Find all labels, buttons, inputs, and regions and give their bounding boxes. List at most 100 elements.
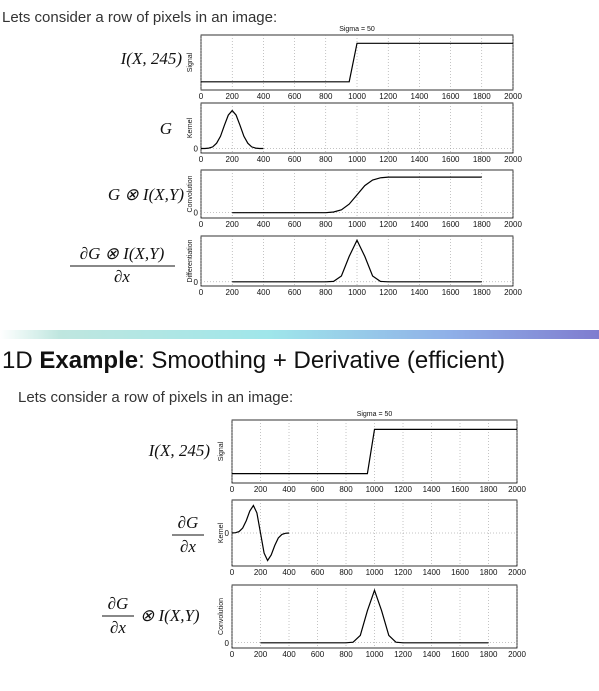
- x-tick-label: 1200: [379, 220, 397, 229]
- x-tick-label: 800: [339, 650, 353, 659]
- y-axis-label: Kernel: [187, 117, 194, 138]
- slide-title: 1D Example: Smoothing + Derivative (effi…: [2, 347, 505, 374]
- x-tick-label: 200: [254, 568, 268, 577]
- x-tick-label: 1400: [423, 485, 441, 494]
- x-tick-label: 400: [282, 650, 296, 659]
- title-part: Example: [39, 347, 138, 374]
- x-tick-label: 1400: [423, 650, 441, 659]
- x-tick-label: 1200: [394, 568, 412, 577]
- y-axis-label: Signal: [218, 441, 225, 461]
- x-tick-label: 1000: [366, 568, 384, 577]
- x-tick-label: 2000: [504, 288, 522, 297]
- math-label: ∂G ⊗ I(X,Y): [80, 244, 165, 263]
- x-tick-label: 600: [311, 568, 325, 577]
- y-tick-label: 0: [194, 144, 199, 153]
- x-tick-label: 600: [288, 155, 302, 164]
- y-tick-label: 0: [225, 529, 230, 538]
- math-label: I(X, 245): [120, 49, 183, 68]
- x-tick-label: 2000: [508, 485, 526, 494]
- x-tick-label: 800: [319, 220, 333, 229]
- x-tick-label: 1000: [348, 155, 366, 164]
- data-line: [201, 42, 513, 83]
- x-tick-label: 400: [282, 568, 296, 577]
- x-tick-label: 1600: [442, 288, 460, 297]
- y-axis-label: Convolution: [218, 598, 225, 635]
- x-tick-label: 400: [257, 220, 271, 229]
- data-line: [232, 238, 482, 283]
- x-tick-label: 400: [257, 288, 271, 297]
- data-line: [232, 428, 517, 475]
- y-tick-label: 0: [225, 639, 230, 648]
- y-axis-label: Convolution: [187, 175, 194, 212]
- x-tick-label: 2000: [508, 568, 526, 577]
- x-tick-label: 2000: [508, 650, 526, 659]
- top-caption: Lets consider a row of pixels in an imag…: [2, 9, 277, 26]
- y-axis-label: Signal: [187, 52, 194, 72]
- x-tick-label: 600: [288, 92, 302, 101]
- y-axis-label: Kernel: [218, 522, 225, 543]
- math-label: ∂x: [114, 267, 130, 286]
- x-tick-label: 600: [311, 650, 325, 659]
- x-tick-label: 1600: [442, 155, 460, 164]
- plot-frame: [231, 584, 518, 649]
- x-tick-label: 1400: [411, 155, 429, 164]
- x-tick-label: 1000: [348, 220, 366, 229]
- y-tick-label: 0: [194, 209, 199, 218]
- x-tick-label: 600: [311, 485, 325, 494]
- divider-stripe: [0, 330, 599, 339]
- caption: Lets consider a row of pixels in an imag…: [18, 389, 293, 406]
- x-tick-label: 1800: [473, 288, 491, 297]
- x-tick-label: 800: [319, 155, 333, 164]
- x-tick-label: 1600: [451, 485, 469, 494]
- x-tick-label: 0: [199, 220, 204, 229]
- data-line: [232, 176, 482, 214]
- x-tick-label: 1000: [348, 288, 366, 297]
- x-tick-label: 600: [288, 288, 302, 297]
- x-tick-label: 1800: [480, 650, 498, 659]
- math-label: ∂G: [178, 513, 199, 532]
- math-label: ∂x: [110, 618, 126, 637]
- title-part: 1D: [2, 347, 39, 374]
- math-label: G ⊗ I(X,Y): [108, 185, 184, 204]
- data-line: [260, 588, 489, 644]
- x-tick-label: 1000: [366, 650, 384, 659]
- math-label: ⊗ I(X,Y): [140, 606, 200, 625]
- x-tick-label: 200: [254, 485, 268, 494]
- x-tick-label: 800: [319, 92, 333, 101]
- x-tick-label: 1200: [394, 485, 412, 494]
- x-tick-label: 1400: [411, 92, 429, 101]
- x-tick-label: 1800: [473, 92, 491, 101]
- x-tick-label: 200: [226, 220, 240, 229]
- x-tick-label: 200: [226, 155, 240, 164]
- x-tick-label: 0: [199, 288, 204, 297]
- x-tick-label: 0: [230, 568, 235, 577]
- x-tick-label: 1200: [379, 155, 397, 164]
- y-tick-label: 0: [194, 278, 199, 287]
- x-tick-label: 1400: [411, 288, 429, 297]
- title-part: : Smoothing + Derivative (efficient): [138, 347, 505, 374]
- x-tick-label: 600: [288, 220, 302, 229]
- x-tick-label: 400: [257, 155, 271, 164]
- x-tick-label: 0: [230, 650, 235, 659]
- chart-title: Sigma = 50: [357, 411, 393, 418]
- x-tick-label: 1400: [423, 568, 441, 577]
- data-line: [231, 504, 290, 562]
- x-tick-label: 1400: [411, 220, 429, 229]
- x-tick-label: 1800: [473, 155, 491, 164]
- y-axis-label: Differentiation: [187, 239, 194, 282]
- x-tick-label: 1200: [379, 92, 397, 101]
- math-label: I(X, 245): [148, 441, 211, 460]
- x-tick-label: 1200: [394, 650, 412, 659]
- x-tick-label: 1000: [348, 92, 366, 101]
- x-tick-label: 1800: [480, 568, 498, 577]
- x-tick-label: 800: [339, 568, 353, 577]
- x-tick-label: 1200: [379, 288, 397, 297]
- x-tick-label: 200: [226, 92, 240, 101]
- math-label: ∂G: [108, 594, 129, 613]
- x-tick-label: 200: [254, 650, 268, 659]
- x-tick-label: 800: [339, 485, 353, 494]
- math-label: G: [160, 119, 172, 138]
- x-tick-label: 1600: [442, 220, 460, 229]
- x-tick-label: 1800: [480, 485, 498, 494]
